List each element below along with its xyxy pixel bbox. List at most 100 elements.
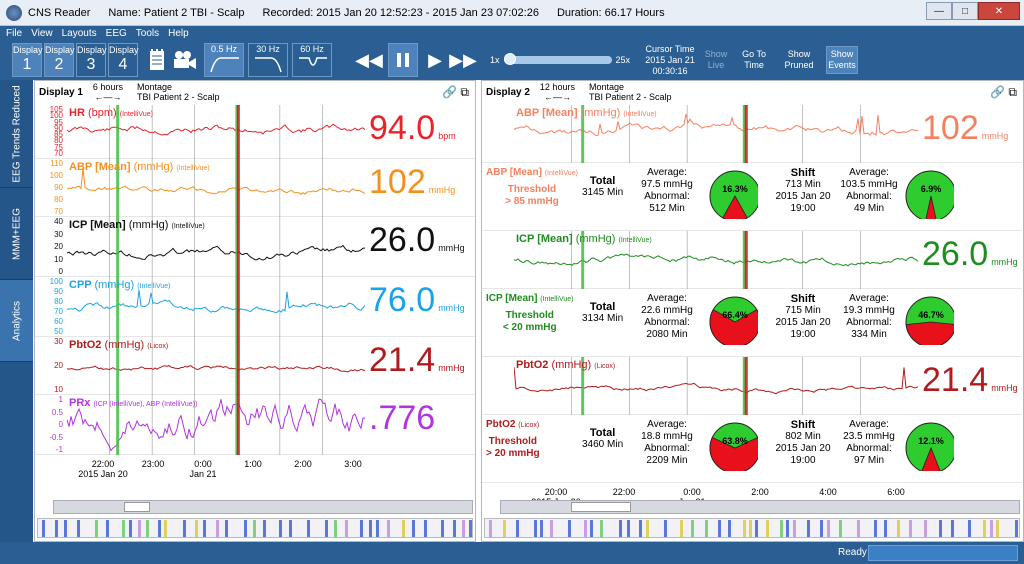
event-marker[interactable] <box>534 520 537 537</box>
speed-slider-thumb[interactable] <box>503 53 516 65</box>
event-marker[interactable] <box>839 520 842 537</box>
show-pruned-button[interactable]: Show Pruned <box>784 49 814 70</box>
tab-eeg-trends-reduced[interactable]: EEG Trends Reduced <box>0 80 33 188</box>
event-marker[interactable] <box>122 520 125 537</box>
event-marker[interactable] <box>743 520 746 537</box>
event-marker[interactable] <box>951 520 954 537</box>
display-1-scrollbar[interactable] <box>53 500 473 514</box>
event-marker[interactable] <box>376 520 379 537</box>
d1-strip-abp-mean-[interactable]: 110 100 90 80 70 ABP [Mean] (mmHg) (IntelliVu… <box>35 159 475 217</box>
notes-icon[interactable] <box>144 43 170 77</box>
scrollbar-thumb[interactable] <box>124 502 150 512</box>
link-icon[interactable]: 🔗 <box>990 85 1006 99</box>
event-marker[interactable] <box>664 520 667 537</box>
event-marker[interactable] <box>540 520 543 537</box>
minimize-button[interactable]: — <box>926 2 952 20</box>
menu-layouts[interactable]: Layouts <box>61 27 97 39</box>
event-marker[interactable] <box>146 520 149 537</box>
event-marker[interactable] <box>253 520 256 537</box>
event-marker[interactable] <box>489 520 492 537</box>
event-marker[interactable] <box>780 520 783 537</box>
event-marker[interactable] <box>387 520 390 537</box>
event-marker[interactable] <box>225 520 228 537</box>
event-marker[interactable] <box>600 520 603 537</box>
event-marker[interactable] <box>786 520 789 537</box>
event-marker[interactable] <box>183 520 186 537</box>
event-marker[interactable] <box>469 520 472 537</box>
tab-analytics[interactable]: Analytics <box>0 280 33 362</box>
event-marker[interactable] <box>705 520 708 537</box>
show-events-button[interactable]: Show Events <box>826 46 859 74</box>
event-marker[interactable] <box>138 520 141 537</box>
display-2-button[interactable]: Display 2 <box>44 43 75 77</box>
event-marker[interactable] <box>968 520 971 537</box>
menu-file[interactable]: File <box>6 27 23 39</box>
d2-strip-icp-mean-[interactable]: ICP [Mean] (mmHg) (IntelliVue) 26.0 mmHg <box>482 231 1022 289</box>
event-marker[interactable] <box>820 520 823 537</box>
event-marker[interactable] <box>424 520 427 537</box>
event-marker[interactable] <box>766 520 769 537</box>
filter-high-button[interactable]: 30 Hz <box>248 43 288 77</box>
event-marker[interactable] <box>462 520 465 537</box>
d1-strip-cpp[interactable]: 100 90 80 70 60 50 CPP (mmHg) (IntelliVue) 76.0… <box>35 277 475 337</box>
d2-strip-pbto2[interactable]: PbtO2 (mmHg) (Licox) 21.4 mmHg <box>482 357 1022 415</box>
event-marker[interactable] <box>646 520 649 537</box>
event-marker[interactable] <box>680 520 683 537</box>
display-2-event-bar[interactable] <box>484 518 1020 538</box>
tab-mmm-eeg[interactable]: MMM+EEG <box>0 188 33 280</box>
go-to-time-button[interactable]: Go To Time <box>742 49 766 70</box>
event-marker[interactable] <box>279 520 282 537</box>
event-marker[interactable] <box>158 520 161 537</box>
event-marker[interactable] <box>203 520 206 537</box>
event-marker[interactable] <box>718 520 721 537</box>
play-icon[interactable]: ▶ <box>428 49 442 70</box>
time-span-selector[interactable]: 12 hours ←—→ <box>539 82 575 102</box>
event-marker[interactable] <box>412 520 415 537</box>
maximize-button[interactable]: □ <box>952 2 978 20</box>
popout-icon[interactable]: ⧉ <box>460 85 469 99</box>
event-marker[interactable] <box>909 520 912 537</box>
event-marker[interactable] <box>807 520 810 537</box>
montage-selector[interactable]: Montage TBI Patient 2 - Scalp <box>136 82 220 102</box>
event-marker[interactable] <box>550 520 553 537</box>
event-marker[interactable] <box>1015 520 1018 537</box>
event-marker[interactable] <box>691 520 694 537</box>
event-marker[interactable] <box>503 520 506 537</box>
event-marker[interactable] <box>793 520 796 537</box>
filter-notch-button[interactable]: 60 Hz <box>292 43 332 77</box>
event-marker[interactable] <box>129 520 132 537</box>
event-marker[interactable] <box>164 520 167 537</box>
event-marker[interactable] <box>924 520 927 537</box>
event-marker[interactable] <box>55 520 58 537</box>
event-marker[interactable] <box>590 520 593 537</box>
event-marker[interactable] <box>584 520 587 537</box>
event-marker[interactable] <box>857 520 860 537</box>
menu-eeg[interactable]: EEG <box>105 27 127 39</box>
event-marker[interactable] <box>728 520 731 537</box>
montage-selector[interactable]: Montage TBI Patient 2 - Scalp <box>588 82 672 102</box>
display-3-button[interactable]: Display 3 <box>76 43 107 77</box>
video-camera-icon[interactable] <box>170 43 200 77</box>
fast-forward-icon[interactable]: ▶▶ <box>449 49 477 70</box>
d1-strip-prx[interactable]: 1 0.5 0 -0.5 -1 PRx (ICP (IntelliVue), ABP (I… <box>35 395 475 455</box>
menu-tools[interactable]: Tools <box>135 27 160 39</box>
d2-strip-abp-mean-[interactable]: ABP [Mean] (mmHg) (IntelliVue) 102 mmHg <box>482 105 1022 163</box>
d1-strip-icp-mean-[interactable]: 40 30 20 10 0 ICP [Mean] (mmHg) (IntelliVue) 2… <box>35 217 475 277</box>
event-marker[interactable] <box>106 520 109 537</box>
event-marker[interactable] <box>289 520 292 537</box>
event-marker[interactable] <box>884 520 887 537</box>
event-marker[interactable] <box>263 520 266 537</box>
event-marker[interactable] <box>990 520 993 537</box>
event-marker[interactable] <box>441 520 444 537</box>
event-marker[interactable] <box>874 520 877 537</box>
link-icon[interactable]: 🔗 <box>442 85 458 99</box>
event-marker[interactable] <box>749 520 752 537</box>
pause-button[interactable] <box>388 43 418 77</box>
event-marker[interactable] <box>244 520 247 537</box>
d1-strip-hr[interactable]: 105 100 95 90 85 80 75 70 HR (bpm) (IntelliVue) 9… <box>35 105 475 159</box>
event-marker[interactable] <box>345 520 348 537</box>
event-marker[interactable] <box>402 520 405 537</box>
display-1-event-bar[interactable] <box>37 518 473 538</box>
event-marker[interactable] <box>42 520 45 537</box>
event-marker[interactable] <box>627 520 630 537</box>
